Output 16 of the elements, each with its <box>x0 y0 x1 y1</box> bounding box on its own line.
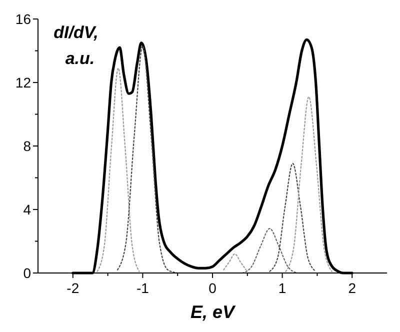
y-tick-label: 16 <box>15 11 32 27</box>
line-series <box>96 68 140 272</box>
x-tick-label: -2 <box>66 280 80 296</box>
y-tick-label: 4 <box>23 202 32 218</box>
y-tick-label: 8 <box>23 138 32 154</box>
line-series <box>242 228 298 274</box>
x-tick-label: 2 <box>348 280 356 296</box>
y-axis-title: dI/dV, a.u. <box>54 23 98 68</box>
x-tick-label: 1 <box>278 280 286 296</box>
y-tick-label: 0 <box>23 265 32 281</box>
x-tick-label: -1 <box>136 280 150 296</box>
y-tick-label: 12 <box>15 74 32 90</box>
x-axis-title: E, eV <box>190 302 237 322</box>
line-series <box>285 96 332 272</box>
x-tick-label: 0 <box>208 280 217 296</box>
line-series <box>269 162 316 272</box>
